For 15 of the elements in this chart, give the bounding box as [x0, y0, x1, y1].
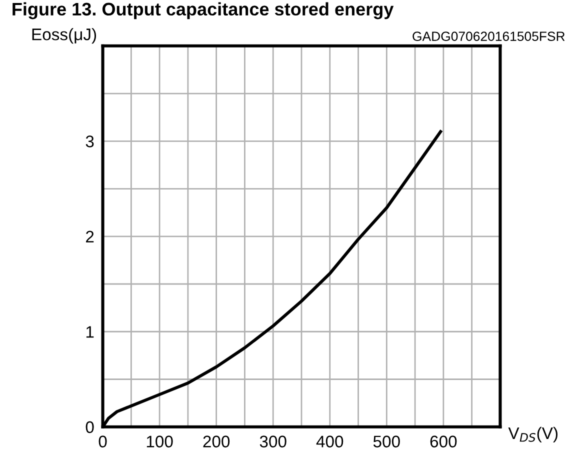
y-tick-label: 0 [86, 421, 94, 434]
x-tick-label: 0 [98, 436, 107, 448]
x-axis-title: V$_{DS}$(V) [508, 426, 558, 442]
y-axis-title: Eoss(μJ) [32, 28, 96, 44]
x-tick-label: 500 [373, 436, 400, 448]
x-tick-label: 400 [316, 436, 344, 448]
x-tick-label: 300 [260, 436, 286, 448]
x-tick-label: 600 [430, 436, 457, 448]
x-tick-label: 200 [203, 436, 230, 448]
y-tick-label: 3 [86, 136, 94, 148]
y-tick-label: 2 [86, 230, 94, 242]
text: GADG070620161505FSR [412, 32, 565, 41]
x-tick-label: 100 [146, 436, 173, 448]
y-tick-label: 1 [86, 326, 94, 338]
chart-title: Figure 13. Output capacitance stored energy [12, 2, 394, 20]
